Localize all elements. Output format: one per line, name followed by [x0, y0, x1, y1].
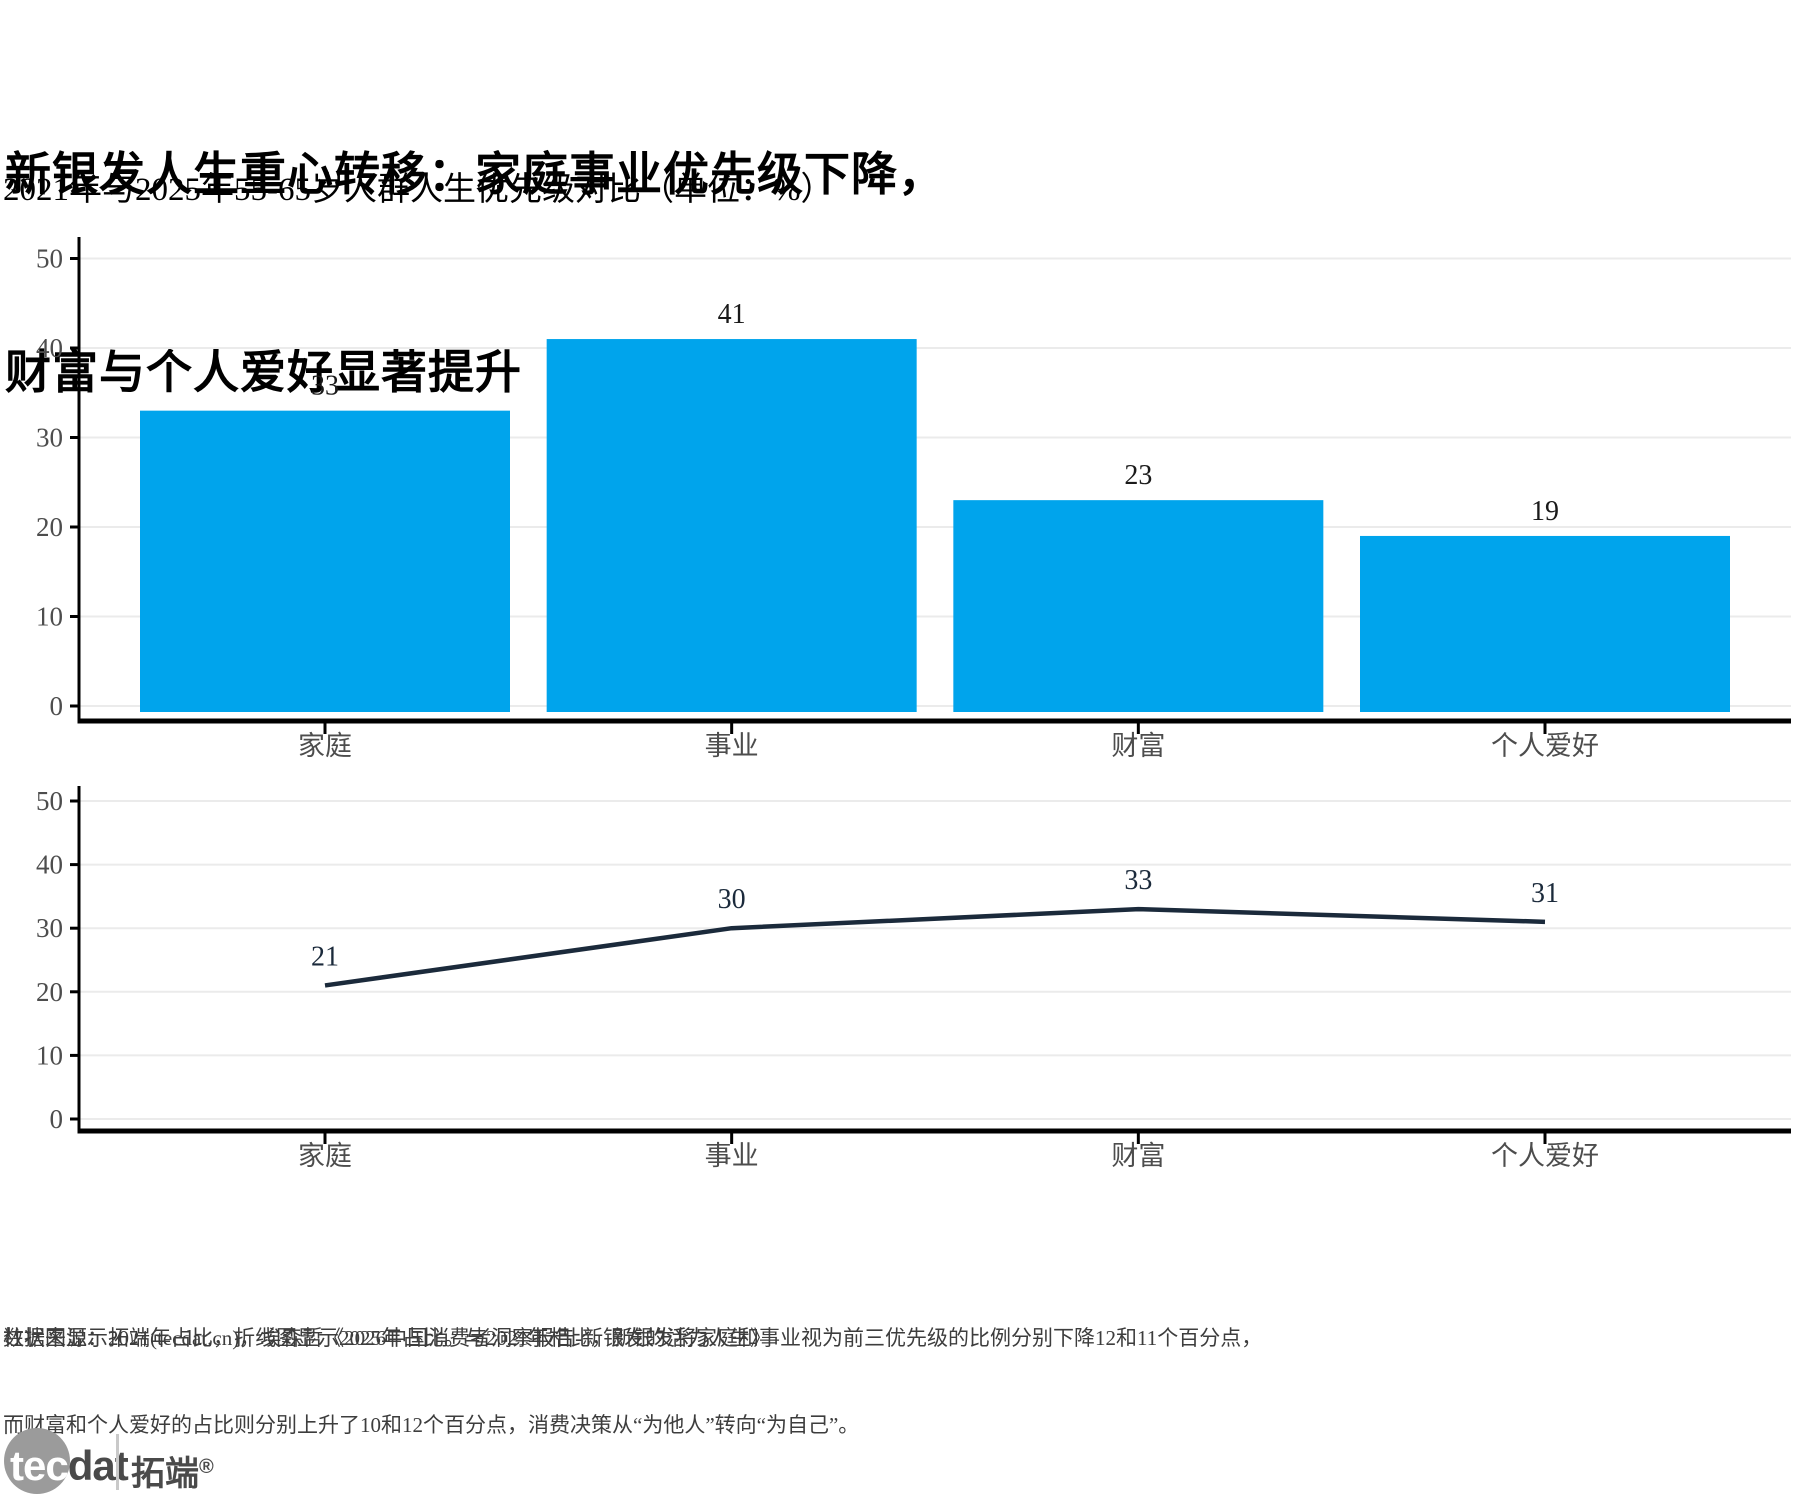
- y-tick-label-50: 50: [36, 786, 63, 816]
- bar-value-label-3: 19: [1531, 496, 1559, 527]
- bar-value-label-2: 23: [1124, 460, 1152, 491]
- y-tick-label-40: 40: [36, 333, 63, 363]
- page-subtitle: 2021年与2025年55-65岁人群人生优先级对比（单位：%）: [3, 172, 834, 208]
- gridlines: [79, 800, 1791, 1120]
- bar-0: [140, 410, 510, 712]
- footer-note-line1: 柱状图显示2021年占比，折线图显示2025年占比。与2021年相比，新银发将家…: [3, 1326, 1263, 1350]
- logo-circle-icon: [4, 1428, 70, 1494]
- x-category-label-2: 财富: [1111, 731, 1165, 761]
- x-category-label-0: 家庭: [298, 731, 352, 761]
- y-tick-label-0: 0: [50, 691, 64, 721]
- y-tick-label-30: 30: [36, 423, 63, 453]
- bar-2: [953, 500, 1324, 712]
- logo-wordmark: tecdat: [10, 1442, 129, 1490]
- y-tick-label-50: 50: [36, 244, 63, 274]
- logo-text-tec: tec: [10, 1442, 69, 1489]
- line-value-label-0: 21: [311, 941, 339, 972]
- logo-cn-chars: 拓端: [131, 1455, 199, 1493]
- logo-divider: [116, 1434, 119, 1490]
- bar-3: [1360, 535, 1730, 712]
- footer-note: 柱状图显示2021年占比，折线图显示2025年占比。与2021年相比，新银发将家…: [3, 1266, 1262, 1498]
- chart-line: 0 10 20 30 40 50 21 30 33 31 家庭 事业 财富 个人爱好: [36, 786, 1791, 1171]
- y-tick-label-0: 0: [50, 1104, 64, 1134]
- footer-note-line2: 而财富和个人爱好的占比则分别上升了10和12个百分点，消费决策从“为他人”转向“…: [3, 1413, 860, 1437]
- x-category-label-1: 事业: [705, 731, 759, 761]
- y-tick-label-40: 40: [36, 850, 63, 880]
- line-value-label-2: 33: [1124, 865, 1152, 896]
- x-category-label-2: 财富: [1111, 1141, 1165, 1171]
- bar-1: [546, 339, 917, 712]
- page-title-line1: 新银发人生重心转移：家庭事业优先级下降，: [5, 149, 945, 200]
- y-tick-label-10: 10: [36, 1040, 63, 1070]
- line-value-label-3: 31: [1531, 878, 1559, 909]
- y-tick-label-30: 30: [36, 913, 63, 943]
- x-category-label-3: 个人爱好: [1491, 1141, 1599, 1171]
- bar-series: [140, 339, 1730, 712]
- bar-value-label-0: 33: [311, 371, 339, 402]
- y-tick-label-20: 20: [36, 977, 63, 1007]
- line-value-label-1: 30: [718, 884, 746, 915]
- bar-value-label-1: 41: [718, 299, 746, 330]
- footer-source: 数据来源：拓端(tecdat.cn)，埃森哲《2026中国消费者洞察报告-新银发…: [3, 1326, 772, 1350]
- tecdat-logo: tecdat 拓端®: [4, 1428, 404, 1498]
- x-category-label-3: 个人爱好: [1491, 731, 1599, 761]
- chart-bar: 0 10 20 30 40 50 33 41 23 19 家庭 事业 财富 个人爱好: [36, 237, 1791, 761]
- registered-mark: ®: [199, 1456, 214, 1478]
- x-category-label-0: 家庭: [298, 1141, 352, 1171]
- logo-text-cn: 拓端®: [131, 1446, 214, 1495]
- page-title-line2: 财富与个人爱好显著提升: [5, 347, 522, 398]
- y-tick-label-20: 20: [36, 512, 63, 542]
- x-category-label-1: 事业: [705, 1141, 759, 1171]
- line-series: [324, 906, 1546, 988]
- page-title: 新银发人生重心转移：家庭事业优先级下降， 财富与个人爱好显著提升: [5, 10, 945, 538]
- y-tick-label-10: 10: [36, 602, 63, 632]
